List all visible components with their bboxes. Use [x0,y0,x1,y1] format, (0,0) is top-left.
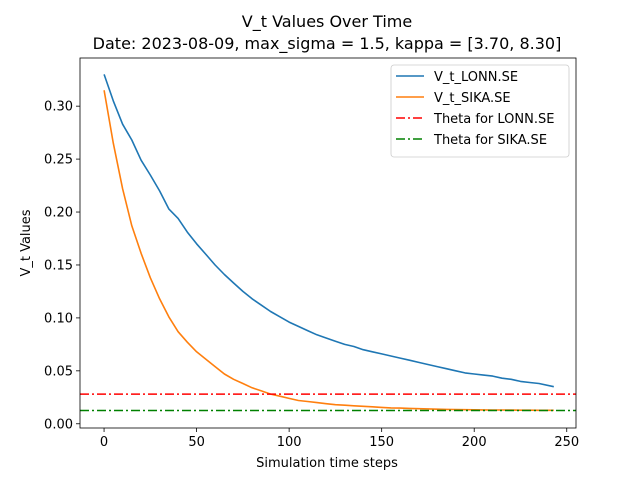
y-tick-label: 0.25 [44,153,73,168]
legend-label: V_t_SIKA.SE [434,91,511,106]
legend-box [390,64,570,158]
legend-label: Theta for SIKA.SE [433,133,547,148]
y-tick-label: 0.15 [44,258,73,273]
x-tick-label: 50 [188,435,205,450]
legend: V_t_LONN.SE V_t_SIKA.SE Theta for LONN.SE T… [390,64,570,158]
plot-area [79,57,577,429]
x-tick-label: 100 [277,435,302,450]
x-axis-label: Simulation time steps [256,456,398,471]
y-tick-label: 0.10 [44,311,73,326]
x-tick-label: 150 [369,435,394,450]
axis-ticks: 0 50 100 150 200 250 0.00 0.05 0.10 0.15 0.20 0.25 0… [44,100,579,450]
y-tick-label: 0.20 [44,206,73,221]
legend-label: V_t_LONN.SE [434,70,518,85]
legend-label: Theta for LONN.SE [433,112,554,127]
y-axis-label: V_t Values [19,209,34,276]
chart-subtitle: Date: 2023-08-09, max_sigma = 1.5, kappa… [93,34,562,54]
axes-frame [79,57,577,429]
y-tick-label: 0.00 [44,417,73,432]
series-line-v-t-lonn-se [103,74,554,388]
chart-title: V_t Values Over Time [242,12,412,32]
x-tick-label: 200 [462,435,487,450]
y-tick-label: 0.30 [44,100,73,115]
y-tick-label: 0.05 [44,364,73,379]
x-tick-label: 250 [554,435,579,450]
x-tick-label: 0 [100,435,108,450]
